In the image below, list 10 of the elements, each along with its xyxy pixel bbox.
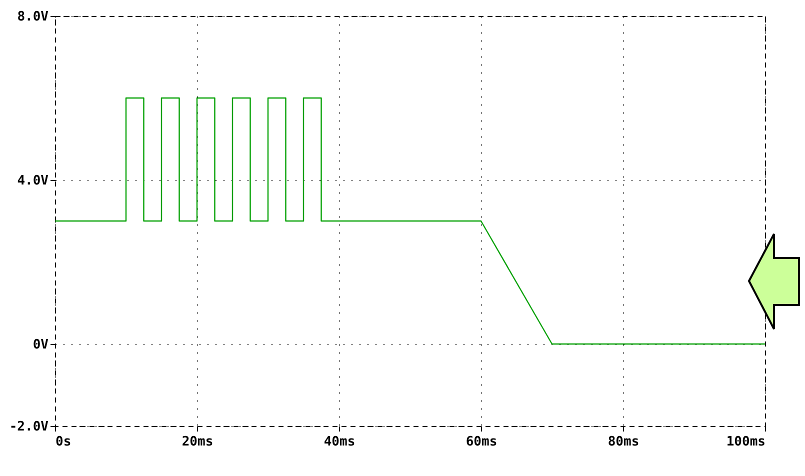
x-tick-label: 40ms: [324, 434, 356, 450]
x-tick-label: 20ms: [182, 434, 214, 450]
y-tick-label: 8.0V: [17, 10, 49, 24]
y-tick-label: 4.0V: [17, 174, 49, 188]
y-tick-label: -2.0V: [9, 420, 49, 434]
x-tick-label: 100ms: [726, 434, 766, 450]
x-tick-label: 80ms: [608, 434, 640, 450]
x-tick-label: 60ms: [466, 434, 498, 450]
y-tick-label: 0V: [32, 338, 49, 352]
x-tick-label: 0s: [56, 434, 72, 450]
